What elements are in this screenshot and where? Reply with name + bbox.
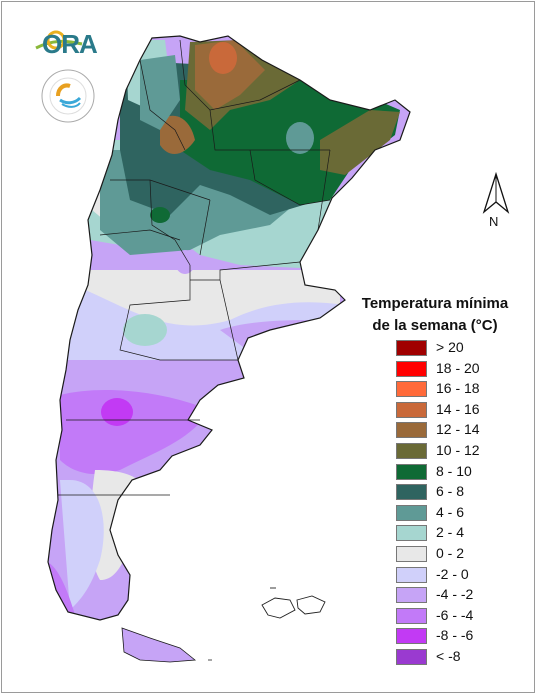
legend-swatch — [396, 381, 427, 398]
legend-label: -2 - 0 — [436, 565, 469, 582]
province-borders — [58, 39, 331, 496]
legend-label: 10 - 12 — [436, 441, 480, 458]
legend-label: 4 - 6 — [436, 503, 465, 520]
legend-swatch — [396, 566, 427, 583]
legend-title: Temperatura mínima de la semana (°C) — [340, 293, 530, 337]
legend-swatch — [396, 463, 427, 480]
malvinas-islands — [261, 587, 326, 619]
legend-label: < -8 — [436, 647, 461, 664]
ora-logo — [34, 26, 104, 60]
legend-title-line2: de la semana (°C) — [372, 317, 498, 334]
legend-label: -6 - -4 — [436, 606, 474, 623]
legend-label: 16 - 18 — [436, 380, 480, 397]
legend-swatch — [396, 628, 427, 645]
legend-swatch — [396, 545, 427, 562]
legend-swatch — [396, 422, 427, 439]
legend-label: 12 - 14 — [436, 421, 480, 438]
legend-swatch — [396, 504, 427, 521]
legend-swatch — [396, 607, 427, 624]
legend-swatch — [396, 442, 427, 459]
legend-swatch — [396, 401, 427, 418]
legend-swatch — [396, 484, 427, 501]
country-outline — [47, 35, 411, 621]
legend-label: -8 - -6 — [436, 627, 474, 644]
legend-label: 8 - 10 — [436, 462, 472, 479]
legend-label: 2 - 4 — [436, 524, 465, 541]
ora-logo-text: ORA — [42, 29, 98, 59]
legend-label: > 20 — [436, 339, 464, 355]
north-arrow-icon — [478, 171, 514, 232]
legend-swatch — [396, 525, 427, 542]
legend-title-line1: Temperatura mínima — [361, 295, 509, 312]
legend-swatch — [396, 587, 427, 604]
smn-seal-logo — [40, 68, 96, 124]
legend-swatch — [396, 360, 427, 377]
legend-swatch — [396, 648, 427, 665]
legend-label: 6 - 8 — [436, 483, 465, 500]
legend-label: -4 - -2 — [436, 586, 474, 603]
legend-label: 0 - 2 — [436, 544, 465, 561]
legend-swatch — [396, 340, 427, 356]
legend-label: 18 - 20 — [436, 359, 480, 376]
legend-label: 14 - 16 — [436, 400, 480, 417]
tierra-del-fuego — [121, 627, 197, 663]
north-label: N — [489, 214, 499, 229]
